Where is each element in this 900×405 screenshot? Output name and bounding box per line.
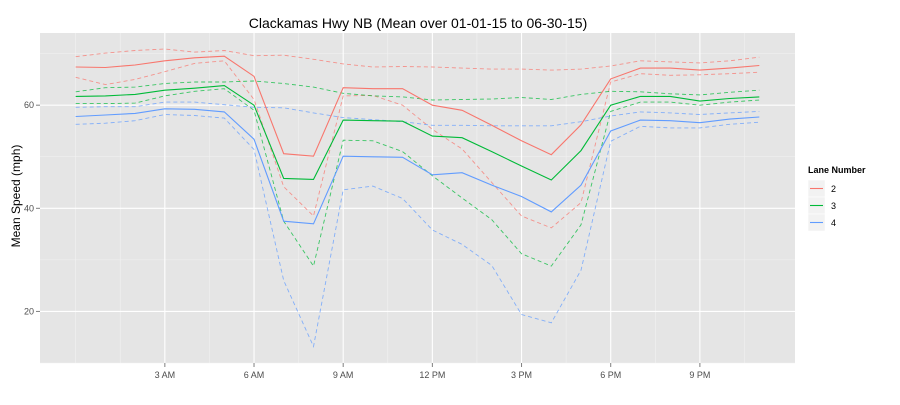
series-4-mean-line	[75, 108, 760, 225]
series-4-upper-line	[75, 101, 760, 127]
y-tick-label: 20	[24, 306, 34, 316]
x-tick-label: 6 AM	[244, 370, 265, 380]
y-axis-title: Mean Speed (mph)	[9, 145, 23, 248]
legend: Lane Number 2 3 4	[807, 165, 866, 232]
series-3-mean-line	[75, 85, 760, 181]
x-tick-label: 3 AM	[155, 370, 176, 380]
series-3-lower-line	[75, 88, 760, 268]
legend-label-4: 4	[831, 218, 836, 228]
legend-label-2: 2	[831, 184, 836, 194]
series-4-lower-line	[75, 114, 760, 348]
plot-panel-background	[40, 33, 795, 363]
y-tick-label: 60	[24, 100, 34, 110]
series-3-upper-line	[75, 80, 760, 101]
x-tick-label: 12 PM	[419, 370, 445, 380]
series-2-mean-line	[75, 55, 760, 157]
plot-area: 3 AM 6 AM 9 AM 12 PM 3 PM 6 PM 9 PM 20 40 60	[24, 33, 795, 380]
legend-label-3: 3	[831, 201, 836, 211]
x-tick-label: 6 PM	[600, 370, 621, 380]
x-tick-label: 9 AM	[333, 370, 354, 380]
y-tick-label: 40	[24, 203, 34, 213]
legend-title: Lane Number	[808, 165, 866, 175]
x-tick-label: 9 PM	[689, 370, 710, 380]
x-tick-label: 3 PM	[511, 370, 532, 380]
series-2-upper-line	[75, 48, 760, 71]
chart-title: Clackamas Hwy NB (Mean over 01-01-15 to …	[249, 15, 587, 31]
